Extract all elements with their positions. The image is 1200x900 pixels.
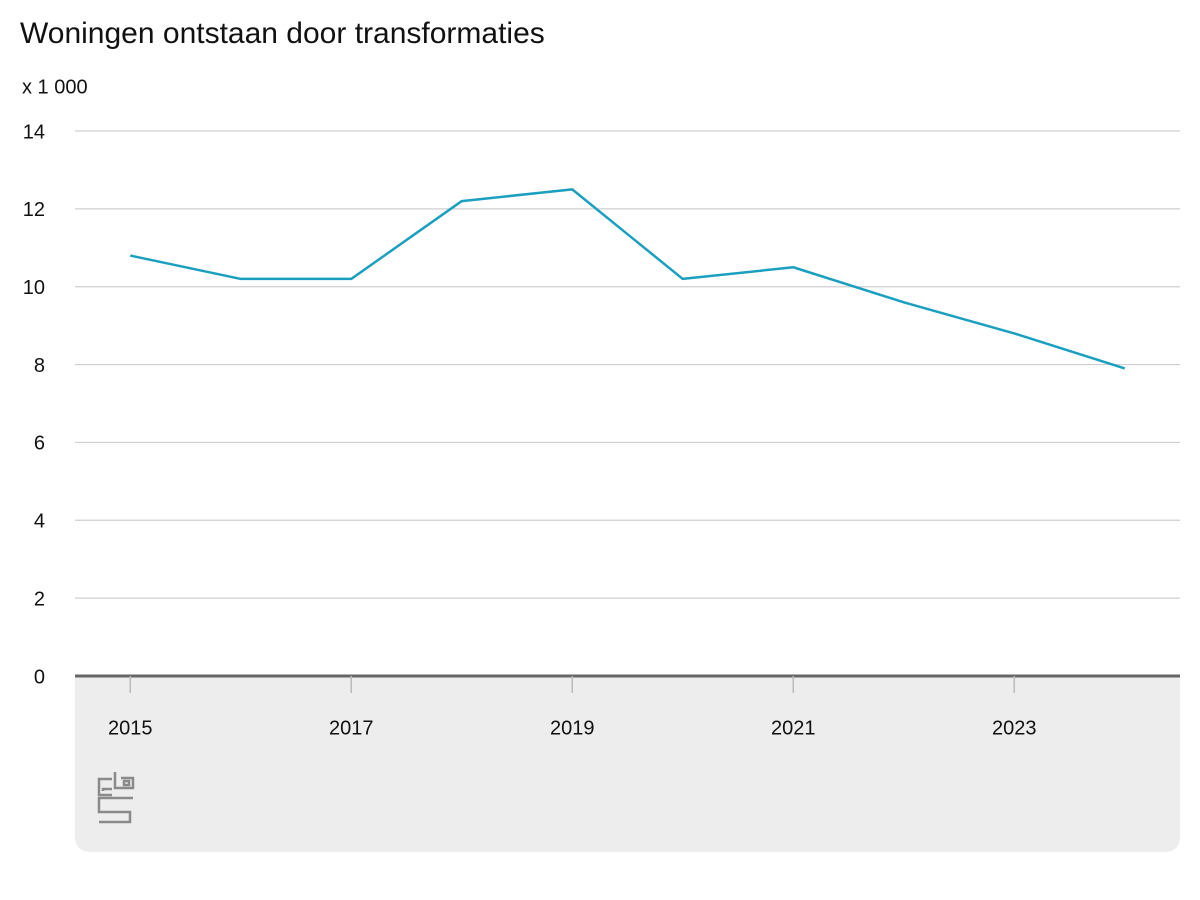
- cbs-logo: [97, 772, 135, 824]
- y-tick-label: 8: [34, 355, 45, 377]
- x-tick-label: 2021: [771, 717, 816, 739]
- x-tick-label: 2017: [329, 717, 374, 739]
- y-tick-label: 6: [34, 433, 45, 455]
- y-tick-label: 12: [23, 199, 45, 221]
- x-tick-label: 2023: [992, 717, 1037, 739]
- chart-title: Woningen ontstaan door transformaties: [20, 17, 545, 50]
- data-line: [129, 188, 1126, 370]
- unit-label: x 1 000: [22, 76, 88, 98]
- y-tick-label: 10: [23, 277, 45, 299]
- y-tick-label: 4: [34, 511, 45, 533]
- y-tick-label: 2: [34, 588, 45, 610]
- x-tick-label: 2015: [108, 717, 153, 739]
- y-tick-label: 14: [23, 121, 45, 143]
- x-tick-label: 2019: [550, 717, 595, 739]
- y-tick-label: 0: [34, 666, 45, 688]
- footer-panel: [75, 676, 1180, 852]
